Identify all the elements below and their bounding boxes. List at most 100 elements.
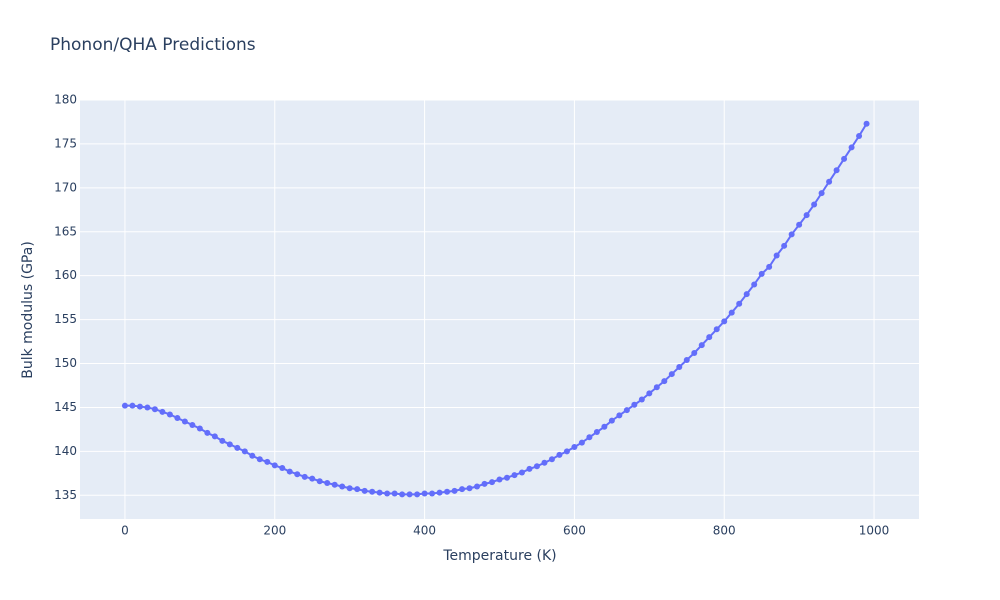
data-point (226, 441, 233, 448)
data-point (166, 411, 173, 418)
data-point (833, 167, 840, 174)
data-point (646, 390, 653, 397)
y-tick-label: 180 (54, 93, 77, 107)
y-tick-label: 135 (54, 488, 77, 502)
data-point (608, 417, 615, 424)
data-point (444, 488, 451, 495)
data-point (256, 456, 263, 463)
data-point (578, 439, 585, 446)
x-tick-label: 1000 (859, 524, 890, 538)
y-axis-title: Bulk modulus (GPa) (20, 241, 36, 379)
y-tick-label: 170 (54, 180, 77, 194)
y-tick-label: 150 (54, 356, 77, 370)
data-point (541, 459, 548, 466)
data-point (204, 429, 211, 436)
x-tick-label: 200 (263, 524, 286, 538)
data-point (294, 471, 301, 478)
plot-area (80, 100, 919, 519)
y-tick-label: 160 (54, 268, 77, 282)
data-point (556, 451, 563, 458)
data-point (736, 300, 743, 307)
data-point (796, 221, 803, 228)
data-point (548, 456, 555, 463)
y-tick-label: 155 (54, 312, 77, 326)
data-point (818, 190, 825, 197)
data-point (144, 404, 151, 411)
data-point (841, 155, 848, 162)
data-point (616, 412, 623, 419)
data-point (421, 490, 428, 497)
chart-title: Phonon/QHA Predictions (50, 35, 256, 55)
data-point (316, 478, 323, 485)
data-point (339, 483, 346, 490)
data-point (856, 133, 863, 140)
data-point (803, 212, 810, 219)
data-point (234, 444, 241, 451)
data-point (376, 489, 383, 496)
data-point (264, 458, 271, 465)
data-point (331, 481, 338, 488)
x-tick-label: 400 (413, 524, 436, 538)
data-point (706, 334, 713, 341)
data-point (668, 371, 675, 378)
data-point (211, 433, 218, 440)
data-point (459, 486, 466, 493)
data-point (811, 201, 818, 208)
x-tick-label: 0 (121, 524, 129, 538)
data-point (788, 231, 795, 238)
data-point (683, 357, 690, 364)
data-point (159, 408, 166, 415)
y-tick-label: 140 (54, 444, 77, 458)
data-point (638, 396, 645, 403)
data-point (518, 469, 525, 476)
y-tick-label: 175 (54, 136, 77, 150)
data-point (781, 242, 788, 249)
data-point (721, 318, 728, 325)
data-point (713, 326, 720, 333)
data-point (451, 487, 458, 494)
data-line (124, 123, 868, 496)
data-point (249, 452, 256, 459)
data-point (526, 465, 533, 472)
data-point (563, 448, 570, 455)
data-point (466, 485, 473, 492)
data-point (766, 263, 773, 270)
data-point (436, 489, 443, 496)
data-point (369, 488, 376, 495)
y-tick-label: 165 (54, 224, 77, 238)
data-point (301, 473, 308, 480)
data-point (481, 480, 488, 487)
data-point (496, 476, 503, 483)
data-point (324, 479, 331, 486)
data-point (271, 462, 278, 469)
data-point (728, 309, 735, 316)
data-point (189, 422, 196, 429)
data-point (279, 465, 286, 472)
data-point (129, 402, 136, 409)
data-point (743, 291, 750, 298)
data-point (661, 378, 668, 385)
x-tick-label: 800 (713, 524, 736, 538)
data-point (698, 342, 705, 349)
data-point (309, 475, 316, 482)
data-point (361, 487, 368, 494)
data-point (773, 252, 780, 259)
data-point (399, 491, 406, 498)
data-point (489, 479, 496, 486)
data-point (406, 491, 413, 498)
data-point (676, 364, 683, 371)
data-point (136, 403, 143, 410)
data-point (623, 407, 630, 414)
data-point (593, 429, 600, 436)
data-point (758, 270, 765, 277)
data-point (848, 144, 855, 151)
data-point (863, 120, 870, 127)
x-tick-label: 600 (563, 524, 586, 538)
data-point (691, 349, 698, 356)
data-point (503, 474, 510, 481)
data-point (384, 490, 391, 497)
data-point (354, 486, 361, 493)
data-point (391, 490, 398, 497)
data-point (653, 384, 660, 391)
